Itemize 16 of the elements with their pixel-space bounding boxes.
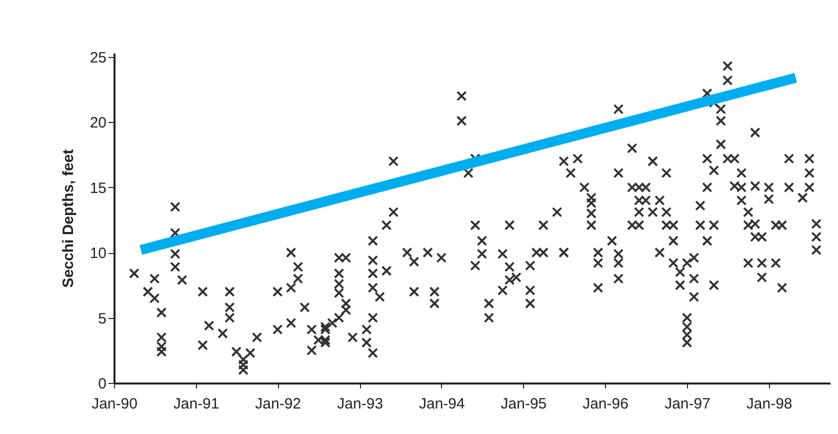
y-tick-label: 15	[90, 180, 106, 197]
x-tick-label: Jan-91	[173, 396, 220, 412]
x-tick-label: Jan-92	[255, 396, 302, 412]
y-axis-title: Secchi Depths, feet	[60, 149, 77, 288]
x-tick-label: Jan-96	[582, 396, 628, 412]
x-tick-label: Jan-98	[746, 396, 792, 412]
x-tick-label: Jan-97	[664, 396, 710, 412]
x-tick-label: Jan-93	[337, 396, 384, 412]
x-tick-label: Jan-95	[500, 396, 547, 412]
x-tick-label: Jan-94	[418, 396, 465, 412]
y-tick-label: 0	[98, 376, 106, 392]
y-tick-label: 5	[98, 310, 106, 328]
x-tick-label: Jan-90	[92, 396, 138, 412]
y-tick-label: 20	[90, 114, 106, 132]
y-tick-label: 10	[90, 245, 106, 262]
y-tick-label: 25	[90, 49, 106, 66]
